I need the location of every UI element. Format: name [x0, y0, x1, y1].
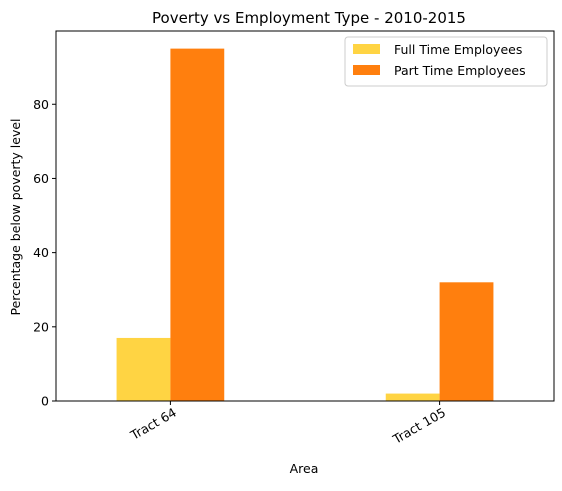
legend-label: Full Time Employees — [394, 42, 522, 57]
legend: Full Time Employees Part Time Employees — [344, 36, 548, 87]
y-tick-label: 80 — [33, 97, 49, 112]
x-tick-label: Tract 64 — [127, 405, 179, 444]
chart-title: Poverty vs Employment Type - 2010-2015 — [152, 9, 466, 27]
bar-full-time-2 — [385, 393, 440, 401]
y-tick-label: 0 — [41, 394, 49, 409]
y-tick-label: 20 — [33, 319, 49, 334]
y-tick-label: 60 — [33, 171, 49, 186]
legend-swatch — [353, 44, 380, 54]
legend-label: Part Time Employees — [394, 63, 526, 78]
x-axis: Tract 64 Tract 105 — [127, 401, 448, 447]
x-axis-label: Area — [290, 461, 319, 476]
bar-part-time-1 — [170, 48, 225, 401]
x-tick-label: Tract 105 — [389, 405, 448, 448]
y-axis-label: Percentage below poverty level — [8, 118, 23, 315]
bar-full-time-1 — [116, 337, 171, 401]
legend-box — [344, 36, 548, 87]
plot-frame — [55, 30, 555, 402]
legend-swatch — [353, 65, 380, 75]
y-tick-label: 40 — [33, 245, 49, 260]
bar-part-time-2 — [439, 282, 494, 401]
plot-area — [116, 48, 494, 401]
y-axis: 0 20 40 60 80 — [33, 97, 56, 409]
